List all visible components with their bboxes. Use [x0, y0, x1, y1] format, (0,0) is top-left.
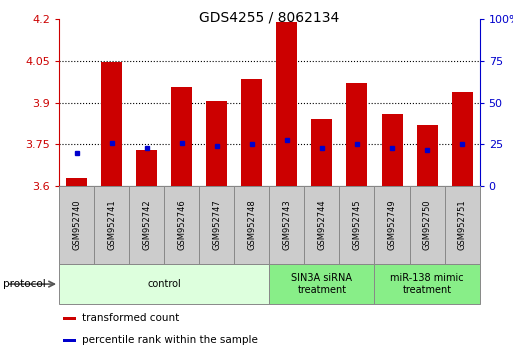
Bar [374, 186, 409, 264]
Bar [382, 114, 403, 186]
Bar [136, 150, 157, 186]
Bar [59, 264, 269, 304]
Text: GSM952749: GSM952749 [387, 199, 397, 250]
Text: GSM952741: GSM952741 [107, 199, 116, 250]
Bar [417, 125, 438, 186]
Text: protocol: protocol [3, 279, 45, 289]
Bar [311, 119, 332, 186]
Bar [241, 79, 262, 186]
Bar [199, 186, 234, 264]
Bar [304, 186, 340, 264]
Bar [374, 264, 480, 304]
Bar [129, 186, 164, 264]
Text: GSM952751: GSM952751 [458, 199, 467, 250]
Bar [269, 264, 374, 304]
Text: GSM952744: GSM952744 [318, 199, 326, 250]
Text: GSM952743: GSM952743 [282, 199, 291, 250]
Bar [269, 186, 304, 264]
Text: GSM952747: GSM952747 [212, 199, 221, 250]
Text: GSM952748: GSM952748 [247, 199, 256, 250]
Text: GDS4255 / 8062134: GDS4255 / 8062134 [199, 11, 340, 25]
Text: GSM952746: GSM952746 [177, 199, 186, 250]
Bar [346, 83, 367, 186]
Text: GSM952742: GSM952742 [142, 199, 151, 250]
Bar [66, 178, 87, 186]
Text: miR-138 mimic
treatment: miR-138 mimic treatment [390, 273, 464, 295]
Bar [164, 186, 199, 264]
Bar [63, 317, 76, 320]
Bar [340, 186, 374, 264]
Bar [234, 186, 269, 264]
Bar [94, 186, 129, 264]
Text: transformed count: transformed count [82, 313, 180, 323]
Bar [101, 62, 122, 186]
Bar [445, 186, 480, 264]
Bar [277, 22, 298, 186]
Bar [59, 186, 94, 264]
Bar [409, 186, 445, 264]
Bar [451, 92, 472, 186]
Text: GSM952745: GSM952745 [352, 199, 362, 250]
Text: control: control [147, 279, 181, 289]
Bar [63, 339, 76, 342]
Text: GSM952750: GSM952750 [423, 199, 431, 250]
Text: SIN3A siRNA
treatment: SIN3A siRNA treatment [291, 273, 352, 295]
Text: GSM952740: GSM952740 [72, 199, 81, 250]
Bar [206, 101, 227, 186]
Bar [171, 87, 192, 186]
Text: percentile rank within the sample: percentile rank within the sample [82, 335, 258, 345]
